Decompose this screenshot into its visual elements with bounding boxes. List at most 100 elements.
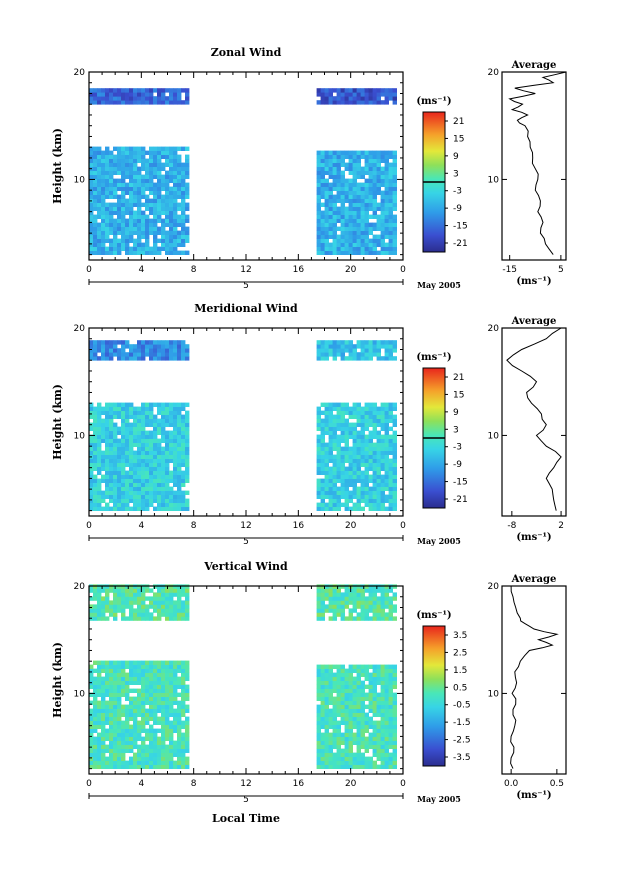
heatmap-cell bbox=[105, 246, 110, 251]
heatmap-cell bbox=[332, 162, 337, 167]
heatmap-cell bbox=[161, 744, 166, 749]
heatmap-cell bbox=[89, 588, 94, 593]
heatmap-cell bbox=[113, 592, 118, 597]
heatmap-cell bbox=[356, 430, 361, 435]
heatmap-cell bbox=[97, 494, 102, 499]
heatmap-cell bbox=[133, 198, 138, 203]
x-tick-label: 0 bbox=[400, 265, 406, 275]
heatmap-cell bbox=[384, 588, 389, 593]
heatmap-cell bbox=[161, 414, 166, 419]
heatmap-cell bbox=[141, 596, 146, 601]
heatmap-cell bbox=[348, 426, 353, 431]
heatmap-cell bbox=[344, 210, 349, 215]
colorbar-tick-label: 3.5 bbox=[453, 631, 467, 641]
heatmap-cell bbox=[105, 462, 110, 467]
heatmap-cell bbox=[117, 490, 122, 495]
heatmap-cell bbox=[352, 96, 357, 101]
heatmap-cell bbox=[133, 146, 138, 151]
heatmap-cell bbox=[364, 442, 369, 447]
heatmap-cell bbox=[137, 478, 142, 483]
heatmap-cell bbox=[181, 450, 186, 455]
heatmap-cell bbox=[384, 242, 389, 247]
heatmap-cell bbox=[344, 340, 349, 345]
heatmap-cell bbox=[105, 234, 110, 239]
heatmap-cell bbox=[165, 182, 170, 187]
heatmap-cell bbox=[368, 490, 373, 495]
heatmap-cell bbox=[113, 226, 118, 231]
heatmap-cell bbox=[173, 170, 178, 175]
heatmap-cell bbox=[181, 458, 186, 463]
heatmap-cell bbox=[145, 214, 150, 219]
heatmap-cell bbox=[177, 720, 182, 725]
heatmap-cell bbox=[364, 482, 369, 487]
heatmap-cell bbox=[185, 352, 190, 357]
heatmap-cell bbox=[145, 226, 150, 231]
x-tick-label: 8 bbox=[191, 779, 197, 789]
heatmap-cell bbox=[384, 458, 389, 463]
heatmap-cell bbox=[173, 348, 178, 353]
heatmap-cell bbox=[388, 732, 393, 737]
heatmap-cell bbox=[344, 700, 349, 705]
heatmap-cell bbox=[125, 410, 130, 415]
heatmap-cell bbox=[384, 668, 389, 673]
heatmap-cell bbox=[352, 356, 357, 361]
heatmap-cell bbox=[376, 752, 381, 757]
heatmap-cell bbox=[392, 88, 397, 93]
heatmap-cell bbox=[376, 490, 381, 495]
heatmap-cell bbox=[185, 462, 190, 467]
heatmap-cell bbox=[177, 242, 182, 247]
heatmap-cell bbox=[352, 202, 357, 207]
heatmap-cell bbox=[320, 238, 325, 243]
heatmap-cell bbox=[364, 450, 369, 455]
heatmap-cell bbox=[133, 752, 138, 757]
heatmap-cell bbox=[388, 226, 393, 231]
heatmap-cell bbox=[141, 612, 146, 617]
heatmap-cell bbox=[320, 760, 325, 765]
heatmap-cell bbox=[368, 600, 373, 605]
heatmap-cell bbox=[316, 668, 321, 673]
heatmap-cell bbox=[145, 596, 150, 601]
heatmap-cell bbox=[380, 600, 385, 605]
heatmap-cell bbox=[113, 692, 118, 697]
heatmap-cell bbox=[133, 744, 138, 749]
heatmap-cell bbox=[137, 250, 142, 255]
profile-line bbox=[510, 585, 559, 769]
heatmap-cell bbox=[328, 680, 333, 685]
heatmap-cell bbox=[101, 202, 106, 207]
heatmap-cell bbox=[368, 446, 373, 451]
heatmap-cell bbox=[368, 604, 373, 609]
heatmap-cell bbox=[348, 672, 353, 677]
heatmap-cell bbox=[392, 466, 397, 471]
heatmap-cell bbox=[324, 170, 329, 175]
heatmap-cell bbox=[181, 356, 186, 361]
heatmap-cell bbox=[372, 696, 377, 701]
heatmap-cell bbox=[129, 462, 134, 467]
heatmap-cell bbox=[324, 716, 329, 721]
heatmap-cell bbox=[364, 454, 369, 459]
heatmap-cell bbox=[344, 584, 349, 589]
heatmap-cell bbox=[392, 402, 397, 407]
heatmap-cell bbox=[320, 246, 325, 251]
heatmap-cell bbox=[157, 194, 162, 199]
heatmap-cell bbox=[141, 462, 146, 467]
heatmap-cell bbox=[384, 88, 389, 93]
heatmap-cell bbox=[328, 450, 333, 455]
heatmap-cell bbox=[101, 712, 106, 717]
heatmap-cell bbox=[169, 486, 174, 491]
heatmap-cell bbox=[145, 458, 150, 463]
heatmap-cell bbox=[101, 356, 106, 361]
heatmap-cell bbox=[324, 158, 329, 163]
heatmap-cell bbox=[324, 100, 329, 105]
heatmap-cell bbox=[360, 612, 365, 617]
heatmap-cell bbox=[97, 470, 102, 475]
heatmap-cell bbox=[145, 418, 150, 423]
heatmap-cell bbox=[185, 596, 190, 601]
heatmap-cell bbox=[328, 154, 333, 159]
heatmap-cell bbox=[121, 478, 126, 483]
heatmap-cell bbox=[380, 210, 385, 215]
heatmap-cell bbox=[360, 684, 365, 689]
heatmap-cell bbox=[376, 250, 381, 255]
heatmap-cell bbox=[153, 490, 158, 495]
heatmap-cell bbox=[328, 206, 333, 211]
heatmap-cell bbox=[352, 430, 357, 435]
